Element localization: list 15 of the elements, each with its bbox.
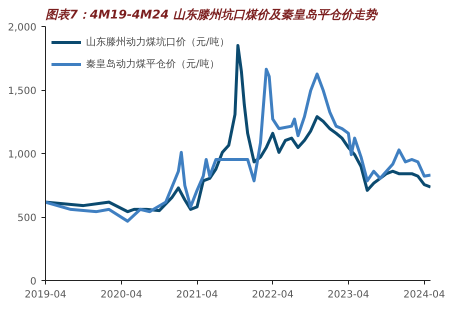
y-tick-label: 2,000 (8, 22, 37, 34)
line-series (46, 68, 430, 223)
x-tick-label: 2019-04 (24, 290, 66, 300)
y-tick-label: 500 (17, 213, 37, 224)
x-tick-label: 2022-04 (252, 290, 294, 300)
chart-title: 图表7：4M19-4M24 山东滕州坑口煤价及秦皇岛平仓价走势 (46, 8, 379, 22)
legend-label: 山东滕州动力煤坑口价（元/吨） (86, 36, 230, 49)
y-tick-label: 0 (30, 276, 37, 288)
legend-label: 秦皇岛动力煤平仓价（元/吨） (86, 58, 220, 71)
y-tick-label: 1,500 (8, 86, 37, 97)
y-tick-label: 1,000 (8, 150, 37, 160)
x-tick-label: 2020-04 (100, 290, 142, 300)
x-tick-label: 2024-04 (403, 290, 446, 300)
x-tick-label: 2021-04 (176, 290, 218, 300)
x-tick-label: 2023-04 (328, 290, 370, 300)
